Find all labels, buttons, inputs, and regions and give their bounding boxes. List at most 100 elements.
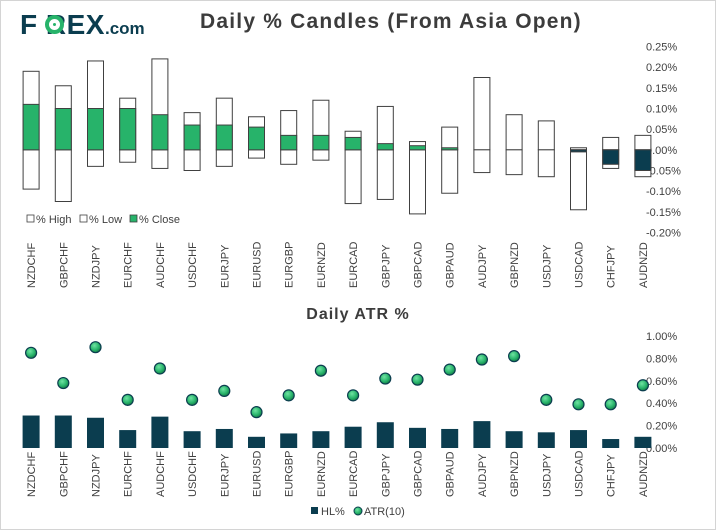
y-tick-label: -0.15% — [646, 207, 681, 219]
category-label: EURCHF — [123, 451, 135, 497]
category-label: GBPJPY — [380, 453, 392, 497]
category-label: AUDJPY — [477, 244, 489, 288]
close-bar — [119, 108, 137, 151]
low-bar — [473, 149, 491, 174]
category-label: USDJPY — [541, 453, 553, 497]
logo-o-icon — [45, 15, 64, 34]
atr-chart-title: Daily ATR % — [306, 306, 410, 323]
legend-swatch — [129, 214, 138, 223]
category-label: EURGBP — [284, 242, 296, 288]
y-tick-label: 0.10% — [646, 104, 677, 116]
atr-point — [57, 376, 70, 390]
category-label: NZDJPY — [91, 454, 103, 497]
y-tick-label: 0.60% — [646, 376, 677, 388]
y-tick-label: 0.20% — [646, 421, 677, 433]
atr-point — [121, 393, 134, 406]
category-label: GBPCAD — [413, 241, 425, 288]
hl-bar — [634, 436, 652, 448]
close-bar — [409, 145, 426, 151]
low-bar — [505, 149, 523, 176]
atr-point — [540, 393, 553, 406]
category-label: AUDNZD — [638, 242, 650, 288]
legend-swatch — [26, 214, 35, 223]
category-label: AUDJPY — [477, 453, 489, 497]
category-label: EURCAD — [348, 241, 360, 288]
category-label: NZDJPY — [91, 245, 103, 288]
hl-bar — [409, 427, 426, 448]
hl-bar — [22, 415, 40, 448]
legend-label: HL% — [321, 506, 345, 518]
atr-point — [25, 346, 38, 359]
category-label: USDCAD — [574, 241, 586, 288]
y-tick-label: 0.15% — [646, 83, 677, 95]
hl-bar — [312, 431, 330, 448]
hl-bar — [376, 422, 394, 448]
legend-label: % Close — [139, 214, 180, 226]
hl-bar — [119, 430, 137, 448]
category-label: AUDCHF — [155, 451, 167, 497]
candles-chart: 0.25% 0.20% 0.15% 0.10% 0.05% 0.00% -0.05% -0.1… — [22, 42, 681, 288]
hl-bar — [570, 430, 587, 448]
legend-label: % High — [36, 214, 71, 226]
hl-bar — [602, 439, 620, 448]
category-label: EURGBP — [284, 451, 296, 497]
close-bar — [312, 134, 330, 151]
category-label: NZDCHF — [26, 243, 38, 288]
category-label: GBPAUD — [445, 451, 457, 497]
y-tick-label: 0.20% — [646, 62, 677, 74]
y-tick-label: 1.00% — [646, 331, 677, 343]
hl-bar — [248, 436, 265, 448]
close-bar — [280, 134, 298, 151]
atr-point — [443, 363, 456, 376]
hl-bar — [183, 431, 201, 448]
close-bar — [344, 136, 362, 151]
category-label: GBPCHF — [58, 242, 70, 288]
y-tick-label: -0.05% — [646, 166, 681, 178]
atr-point — [636, 379, 650, 392]
hl-bar — [505, 431, 523, 448]
hl-bar — [537, 432, 555, 448]
legend-swatch — [311, 507, 318, 514]
atr-point — [218, 384, 231, 397]
category-label: EURCHF — [123, 242, 135, 288]
legend-label: ATR(10) — [364, 506, 405, 518]
category-label: EURNZD — [316, 242, 328, 288]
category-label: AUDCHF — [155, 242, 167, 288]
category-label: GBPCHF — [58, 451, 70, 497]
category-label: CHFJPY — [606, 454, 618, 497]
hl-bar — [151, 416, 169, 448]
atr-point — [153, 362, 166, 375]
atr-point — [250, 406, 263, 419]
y-tick-label: 0.05% — [646, 124, 677, 136]
category-label: USDJPY — [541, 244, 553, 288]
category-label: CHFJPY — [606, 245, 618, 288]
close-bar — [602, 149, 620, 165]
y-tick-label: 0.00% — [646, 145, 677, 157]
y-tick-label: -0.20% — [646, 228, 681, 240]
legend-swatch — [79, 214, 88, 223]
hl-bar — [280, 433, 298, 448]
atr-point — [347, 389, 360, 402]
category-label: USDCAD — [574, 450, 586, 497]
category-label: USDCHF — [187, 242, 199, 288]
category-label: EURJPY — [219, 453, 231, 497]
close-bar — [151, 114, 169, 151]
close-bar — [376, 143, 394, 151]
category-label: GBPAUD — [445, 242, 457, 288]
category-label: GBPCAD — [413, 450, 425, 497]
category-label: NZDCHF — [26, 452, 38, 497]
atr-point — [282, 389, 295, 402]
close-bar — [441, 147, 459, 151]
category-label: GBPNZD — [509, 451, 521, 497]
y-tick-label: -0.10% — [646, 186, 681, 198]
atr-point — [89, 341, 102, 354]
close-bar — [87, 108, 104, 151]
category-label: EURCAD — [348, 450, 360, 497]
close-bar — [22, 103, 40, 151]
legend-label: % Low — [89, 214, 122, 226]
category-label: AUDNZD — [638, 451, 650, 497]
category-label: EURUSD — [252, 241, 264, 288]
y-tick-label: 0.25% — [646, 42, 677, 54]
hl-bar — [87, 417, 104, 448]
